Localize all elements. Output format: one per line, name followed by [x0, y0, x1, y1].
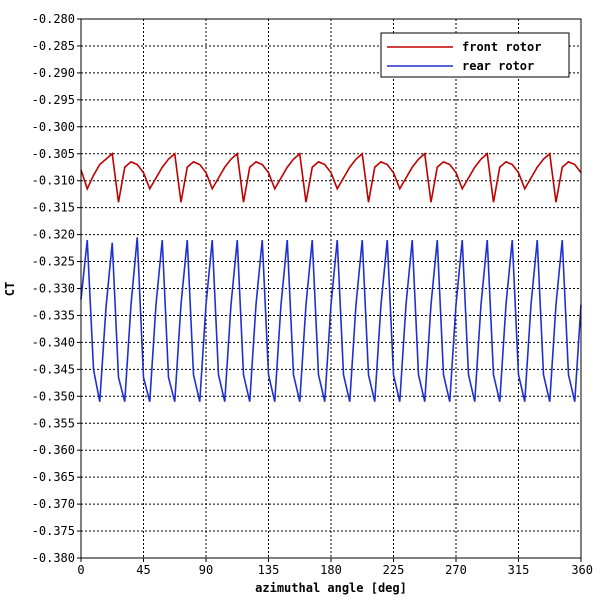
y-tick-label: -0.285 — [32, 39, 75, 53]
x-tick-layer: 0 45 90 135 180 225 270 315 360 — [77, 558, 593, 577]
x-tick-label: 315 — [508, 563, 530, 577]
y-tick-label: -0.375 — [32, 524, 75, 538]
x-tick-label: 225 — [383, 563, 405, 577]
legend-label-rear-rotor: rear rotor — [462, 59, 534, 73]
y-tick-label: -0.320 — [32, 228, 75, 242]
y-tick-label: -0.280 — [32, 12, 75, 26]
y-tick-layer: -0.280 -0.285 -0.290 -0.295 -0.300 -0.305 -0.3… — [32, 12, 81, 565]
y-tick-label: -0.300 — [32, 120, 75, 134]
x-tick-label: 90 — [199, 563, 213, 577]
y-tick-label: -0.290 — [32, 66, 75, 80]
y-tick-label: -0.310 — [32, 174, 75, 188]
y-tick-label: -0.315 — [32, 201, 75, 215]
y-tick-label: -0.355 — [32, 416, 75, 430]
x-tick-label: 270 — [445, 563, 467, 577]
legend: front rotor rear rotor — [380, 32, 570, 78]
y-tick-label: -0.330 — [32, 282, 75, 296]
legend-label-front-rotor: front rotor — [462, 40, 541, 54]
y-tick-label: -0.350 — [32, 389, 75, 403]
y-tick-label: -0.365 — [32, 470, 75, 484]
x-tick-label: 0 — [77, 563, 84, 577]
x-axis-title: azimuthal angle [deg] — [255, 581, 407, 595]
y-tick-label: -0.370 — [32, 497, 75, 511]
grid-layer — [80, 18, 582, 559]
y-tick-label: -0.340 — [32, 335, 75, 349]
x-tick-label: 360 — [571, 563, 593, 577]
y-tick-label: -0.335 — [32, 308, 75, 322]
legend-box — [380, 32, 570, 78]
y-tick-label: -0.325 — [32, 255, 75, 269]
y-tick-label: -0.360 — [32, 443, 75, 457]
series-layer — [80, 152, 582, 402]
y-tick-label: -0.380 — [32, 551, 75, 565]
y-tick-label: -0.305 — [32, 147, 75, 161]
series-line-front-rotor — [80, 152, 582, 203]
y-axis-title: CT — [3, 282, 17, 296]
x-tick-label: 180 — [320, 563, 342, 577]
series-line-rear-rotor — [80, 237, 582, 402]
y-tick-label: -0.345 — [32, 362, 75, 376]
x-tick-label: 45 — [136, 563, 150, 577]
x-tick-label: 135 — [258, 563, 280, 577]
y-tick-label: -0.295 — [32, 93, 75, 107]
